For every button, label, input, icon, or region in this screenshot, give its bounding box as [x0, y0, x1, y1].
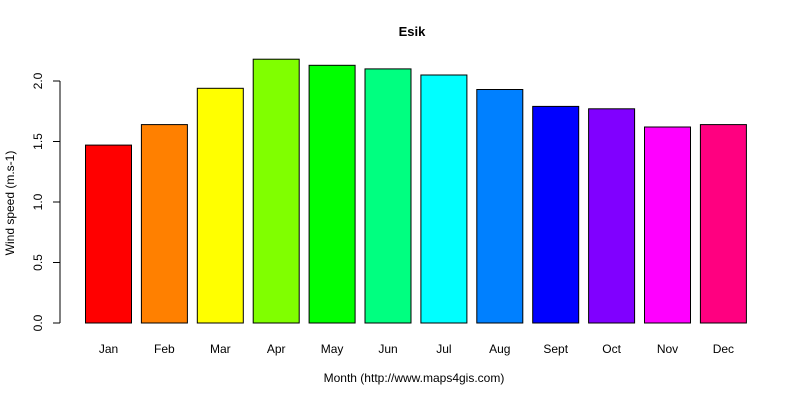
y-tick-label: 0.0 — [31, 314, 45, 331]
y-axis: 0.0 0.5 1.0 1.5 2.0 — [31, 72, 61, 331]
bar-sept — [532, 105, 580, 324]
x-tick-label: Nov — [657, 342, 678, 356]
x-tick-label: Feb — [154, 342, 175, 356]
bar-apr — [252, 58, 300, 324]
bar-oct — [588, 108, 636, 324]
bar-group — [85, 58, 747, 324]
bar-mar — [196, 87, 244, 324]
bar-aug — [476, 89, 524, 324]
y-tick-label: 1.5 — [31, 133, 45, 150]
bar-may — [308, 64, 356, 324]
bar-nov — [644, 126, 691, 324]
x-tick-label: Oct — [602, 342, 621, 356]
x-axis-title: Month (http://www.maps4gis.com) — [324, 371, 505, 385]
x-tick-label: Mar — [210, 342, 231, 356]
bar-jul — [420, 74, 468, 324]
x-tick-label: Aug — [489, 342, 510, 356]
bar-dec — [699, 124, 747, 324]
x-axis: Jan Feb Mar Apr May Jun Jul Aug Sept Oct Nov Dec — [99, 342, 734, 356]
y-tick-label: 2.0 — [31, 72, 45, 89]
bar-feb — [140, 124, 188, 324]
x-tick-label: Sept — [543, 342, 568, 356]
y-tick-label: 1.0 — [31, 193, 45, 210]
x-tick-label: Jul — [436, 342, 451, 356]
chart-title: Esik — [399, 24, 427, 39]
y-axis-title: Wind speed (m.s-1) — [3, 151, 17, 256]
x-tick-label: Jun — [378, 342, 397, 356]
bar-jun — [364, 68, 412, 324]
x-tick-label: May — [321, 342, 344, 356]
y-tick-label: 0.5 — [31, 254, 45, 271]
bar-jan — [85, 144, 132, 324]
x-tick-label: Jan — [99, 342, 118, 356]
x-tick-label: Dec — [713, 342, 734, 356]
x-tick-label: Apr — [267, 342, 286, 356]
